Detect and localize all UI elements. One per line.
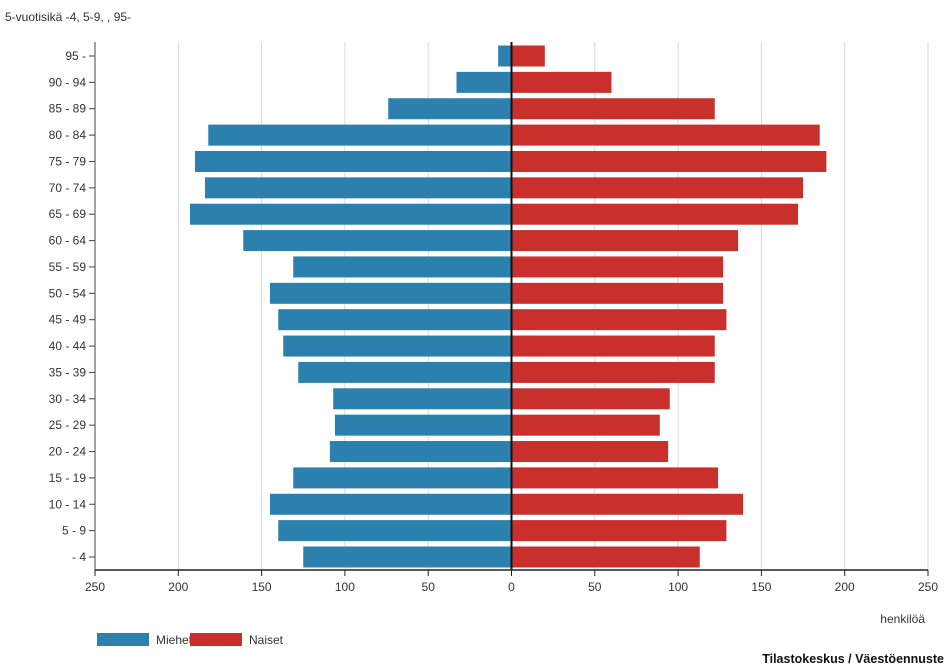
category-label-40-44: 40 - 44 [49, 339, 87, 353]
bar-naiset-10-14 [511, 493, 744, 515]
bar-miehet-95-plus [498, 45, 512, 67]
bar-miehet-15-19 [293, 467, 512, 489]
bar-naiset-80-84 [511, 124, 820, 146]
x-tick-label-9: 200 [835, 580, 855, 594]
bar-miehet-30-34 [333, 388, 512, 410]
bar-naiset-40-44 [511, 335, 715, 357]
bar-naiset-under-4 [511, 546, 700, 568]
bar-naiset-35-39 [511, 361, 715, 383]
category-label-50-54: 50 - 54 [49, 286, 87, 300]
bar-naiset-25-29 [511, 414, 660, 436]
axes [89, 42, 929, 576]
category-label-55-59: 55 - 59 [49, 260, 87, 274]
bar-miehet-50-54 [269, 282, 512, 304]
x-tick-label-7: 100 [668, 580, 688, 594]
bar-miehet-25-29 [334, 414, 512, 436]
bar-miehet-75-79 [194, 150, 512, 172]
bar-miehet-80-84 [208, 124, 512, 146]
x-tick-label-10: 250 [918, 580, 938, 594]
category-label-95-plus: 95 - [65, 49, 86, 63]
bar-miehet-70-74 [204, 177, 512, 199]
legend-label-miehet: Miehet [156, 633, 193, 647]
category-label-25-29: 25 - 29 [49, 418, 87, 432]
bar-miehet-65-69 [189, 203, 512, 225]
category-label-70-74: 70 - 74 [49, 181, 87, 195]
x-tick-label-8: 150 [751, 580, 771, 594]
category-label-15-19: 15 - 19 [49, 471, 87, 485]
legend-swatch-naiset [190, 633, 242, 646]
x-tick-labels: 250 200 150 100 50 0 50 100 150 200 250 [85, 580, 938, 594]
bar-miehet-85-89 [388, 98, 512, 120]
category-labels: 95 - 90 - 94 85 - 89 80 - 84 75 - 79 70 - 74 6… [49, 49, 87, 564]
x-tick-label-5: 0 [508, 580, 515, 594]
bar-naiset-15-19 [511, 467, 719, 489]
category-label-80-84: 80 - 84 [49, 128, 87, 142]
bar-naiset-50-54 [511, 282, 724, 304]
bar-naiset-75-79 [511, 150, 827, 172]
source-credit: Tilastokeskus / Väestöennuste [762, 652, 944, 666]
bar-miehet-60-64 [243, 230, 512, 252]
category-label-under-4: - 4 [72, 550, 86, 564]
bar-miehet-45-49 [278, 309, 512, 331]
bar-naiset-70-74 [511, 177, 804, 199]
bars [189, 45, 827, 568]
bar-miehet-10-14 [269, 493, 512, 515]
x-tick-label-0: 250 [85, 580, 105, 594]
bar-miehet-90-94 [456, 71, 512, 93]
category-label-20-24: 20 - 24 [49, 445, 87, 459]
bar-naiset-60-64 [511, 230, 739, 252]
x-tick-label-4: 50 [422, 580, 436, 594]
legend-label-naiset: Naiset [249, 633, 284, 647]
legend: Miehet Naiset [97, 633, 284, 647]
bar-naiset-5-9 [511, 520, 727, 542]
bar-naiset-55-59 [511, 256, 724, 278]
category-label-65-69: 65 - 69 [49, 207, 87, 221]
bar-naiset-65-69 [511, 203, 799, 225]
y-axis-title: 5-vuotisikä -4, 5-9, , 95- [5, 10, 131, 24]
category-label-75-79: 75 - 79 [49, 154, 87, 168]
category-label-85-89: 85 - 89 [49, 102, 87, 116]
x-tick-label-1: 200 [168, 580, 188, 594]
x-tick-label-3: 100 [335, 580, 355, 594]
bar-miehet-under-4 [303, 546, 512, 568]
category-label-35-39: 35 - 39 [49, 365, 87, 379]
x-axis-unit-label: henkilöä [880, 612, 925, 626]
bar-miehet-5-9 [278, 520, 512, 542]
bar-naiset-95-plus [511, 45, 545, 67]
bar-naiset-85-89 [511, 98, 715, 120]
category-label-5-9: 5 - 9 [62, 524, 86, 538]
bar-miehet-55-59 [293, 256, 512, 278]
bar-naiset-20-24 [511, 441, 669, 463]
gridlines [177, 42, 929, 570]
bar-miehet-20-24 [329, 441, 512, 463]
bar-miehet-35-39 [298, 361, 512, 383]
category-label-45-49: 45 - 49 [49, 313, 87, 327]
category-label-60-64: 60 - 64 [49, 234, 87, 248]
category-label-30-34: 30 - 34 [49, 392, 87, 406]
legend-swatch-miehet [97, 633, 149, 646]
bar-naiset-90-94 [511, 71, 612, 93]
category-label-10-14: 10 - 14 [49, 497, 87, 511]
x-tick-label-6: 50 [588, 580, 602, 594]
x-tick-label-2: 150 [252, 580, 272, 594]
bar-naiset-45-49 [511, 309, 727, 331]
bar-naiset-30-34 [511, 388, 670, 410]
bar-miehet-40-44 [283, 335, 512, 357]
category-label-90-94: 90 - 94 [49, 75, 87, 89]
